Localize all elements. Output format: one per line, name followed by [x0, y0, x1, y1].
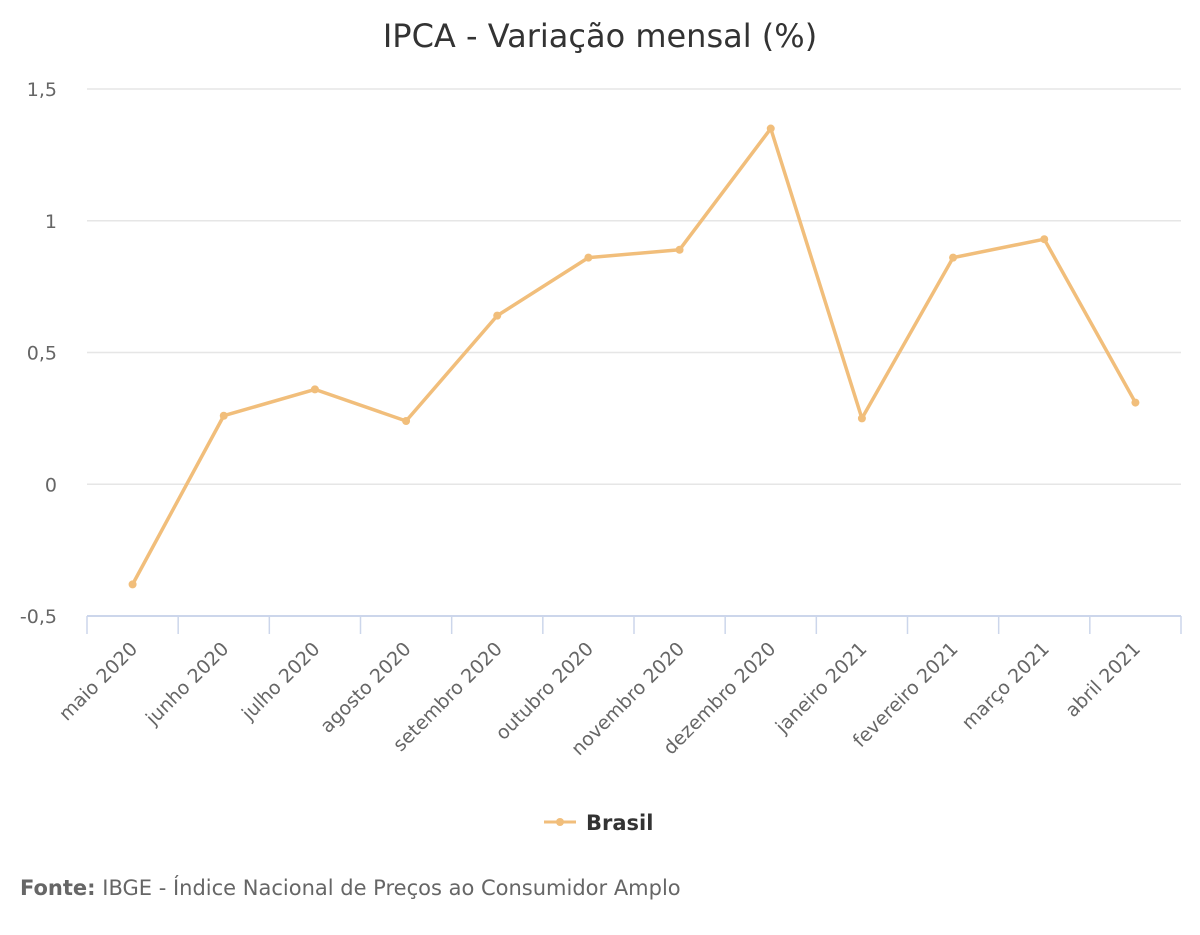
- legend-item-brasil[interactable]: Brasil: [586, 811, 653, 835]
- legend-marker: [556, 818, 564, 826]
- y-tick-label: 1: [45, 211, 57, 233]
- x-tick-label: agosto 2020: [316, 638, 415, 737]
- chart-title: IPCA - Variação mensal (%): [383, 17, 817, 55]
- legend[interactable]: Brasil: [544, 811, 653, 835]
- x-tick-label: março 2021: [958, 638, 1054, 734]
- x-tick-label: abril 2021: [1061, 638, 1145, 722]
- data-point[interactable]: [1131, 398, 1140, 407]
- grid-lines: [87, 88, 1181, 485]
- data-point[interactable]: [949, 253, 958, 262]
- data-point[interactable]: [128, 580, 137, 589]
- x-tick-label: junho 2020: [141, 638, 233, 730]
- source-label: Fonte:: [20, 876, 96, 900]
- data-point[interactable]: [857, 414, 866, 423]
- y-axis-ticks: -0,5 0 0,5 1 1,5: [20, 79, 57, 628]
- data-point[interactable]: [1040, 235, 1049, 244]
- data-point[interactable]: [675, 245, 684, 254]
- line-chart: IPCA - Variação mensal (%) -0,500,511,5 …: [20, 17, 1182, 835]
- y-tick-label: 0,5: [27, 343, 57, 365]
- data-point[interactable]: [766, 124, 775, 133]
- series-layer: [128, 124, 1140, 589]
- x-tick-label: julho 2020: [237, 638, 324, 725]
- data-point[interactable]: [584, 253, 593, 262]
- data-point[interactable]: [493, 311, 502, 320]
- y-tick-label: -0,5: [20, 606, 57, 628]
- source-text: IBGE - Índice Nacional de Preços ao Cons…: [102, 876, 681, 900]
- y-tick-label: 0: [45, 474, 57, 496]
- series-line-brasil: [130, 126, 1138, 587]
- data-point[interactable]: [219, 411, 228, 420]
- source-note: Fonte: IBGE - Índice Nacional de Preços …: [20, 876, 681, 900]
- x-tick-label: janeiro 2021: [771, 638, 872, 739]
- data-point[interactable]: [402, 417, 411, 426]
- x-tick-label: maio 2020: [55, 638, 142, 725]
- data-point[interactable]: [310, 385, 319, 394]
- y-tick-label: 1,5: [27, 79, 57, 101]
